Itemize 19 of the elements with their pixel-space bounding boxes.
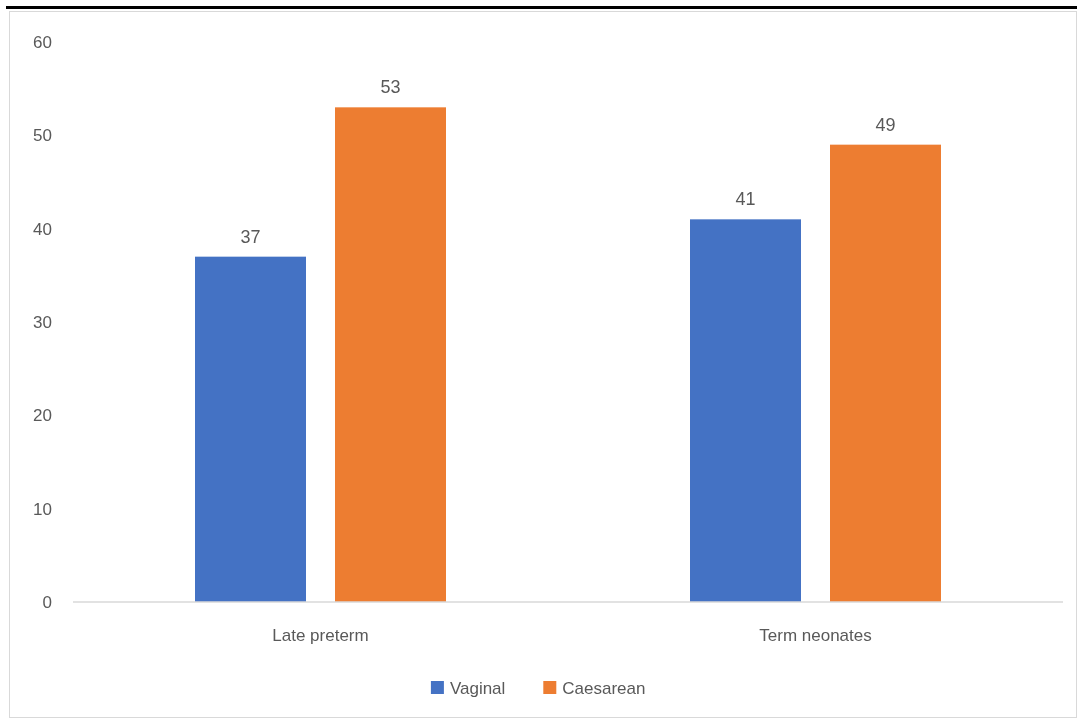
y-tick-label: 30 xyxy=(33,312,52,332)
bar xyxy=(690,219,801,602)
bar xyxy=(195,256,306,602)
y-tick-label: 40 xyxy=(33,219,52,239)
x-tick-label: Term neonates xyxy=(759,626,872,645)
data-label: 41 xyxy=(735,189,756,210)
y-tick-label: 50 xyxy=(33,126,52,146)
data-label: 37 xyxy=(240,226,261,247)
data-label: 53 xyxy=(380,77,401,98)
y-tick-label: 20 xyxy=(33,406,52,426)
bar xyxy=(335,107,446,602)
legend-label: Vaginal xyxy=(449,678,506,698)
bar xyxy=(830,144,941,602)
data-label: 49 xyxy=(875,114,896,135)
legend-label: Caesarean xyxy=(562,678,646,698)
y-tick-label: 0 xyxy=(42,592,52,612)
y-tick-label: 10 xyxy=(33,499,52,519)
y-tick-label: 60 xyxy=(33,32,52,52)
x-tick-label: Late preterm xyxy=(272,626,369,645)
